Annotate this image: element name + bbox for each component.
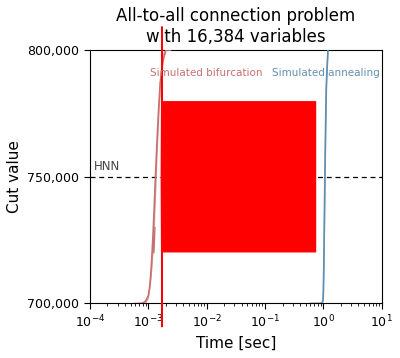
Text: Simulated annealing: Simulated annealing bbox=[272, 68, 379, 78]
X-axis label: Time [sec]: Time [sec] bbox=[196, 336, 276, 351]
Y-axis label: Cut value: Cut value bbox=[7, 140, 22, 213]
Text: HNN: HNN bbox=[94, 160, 120, 173]
Text: Simulated bifurcation: Simulated bifurcation bbox=[150, 68, 262, 78]
Title: All-to-all connection problem
with 16,384 variables: All-to-all connection problem with 16,38… bbox=[116, 7, 356, 46]
Text: 828 times faster: 828 times faster bbox=[160, 123, 314, 141]
